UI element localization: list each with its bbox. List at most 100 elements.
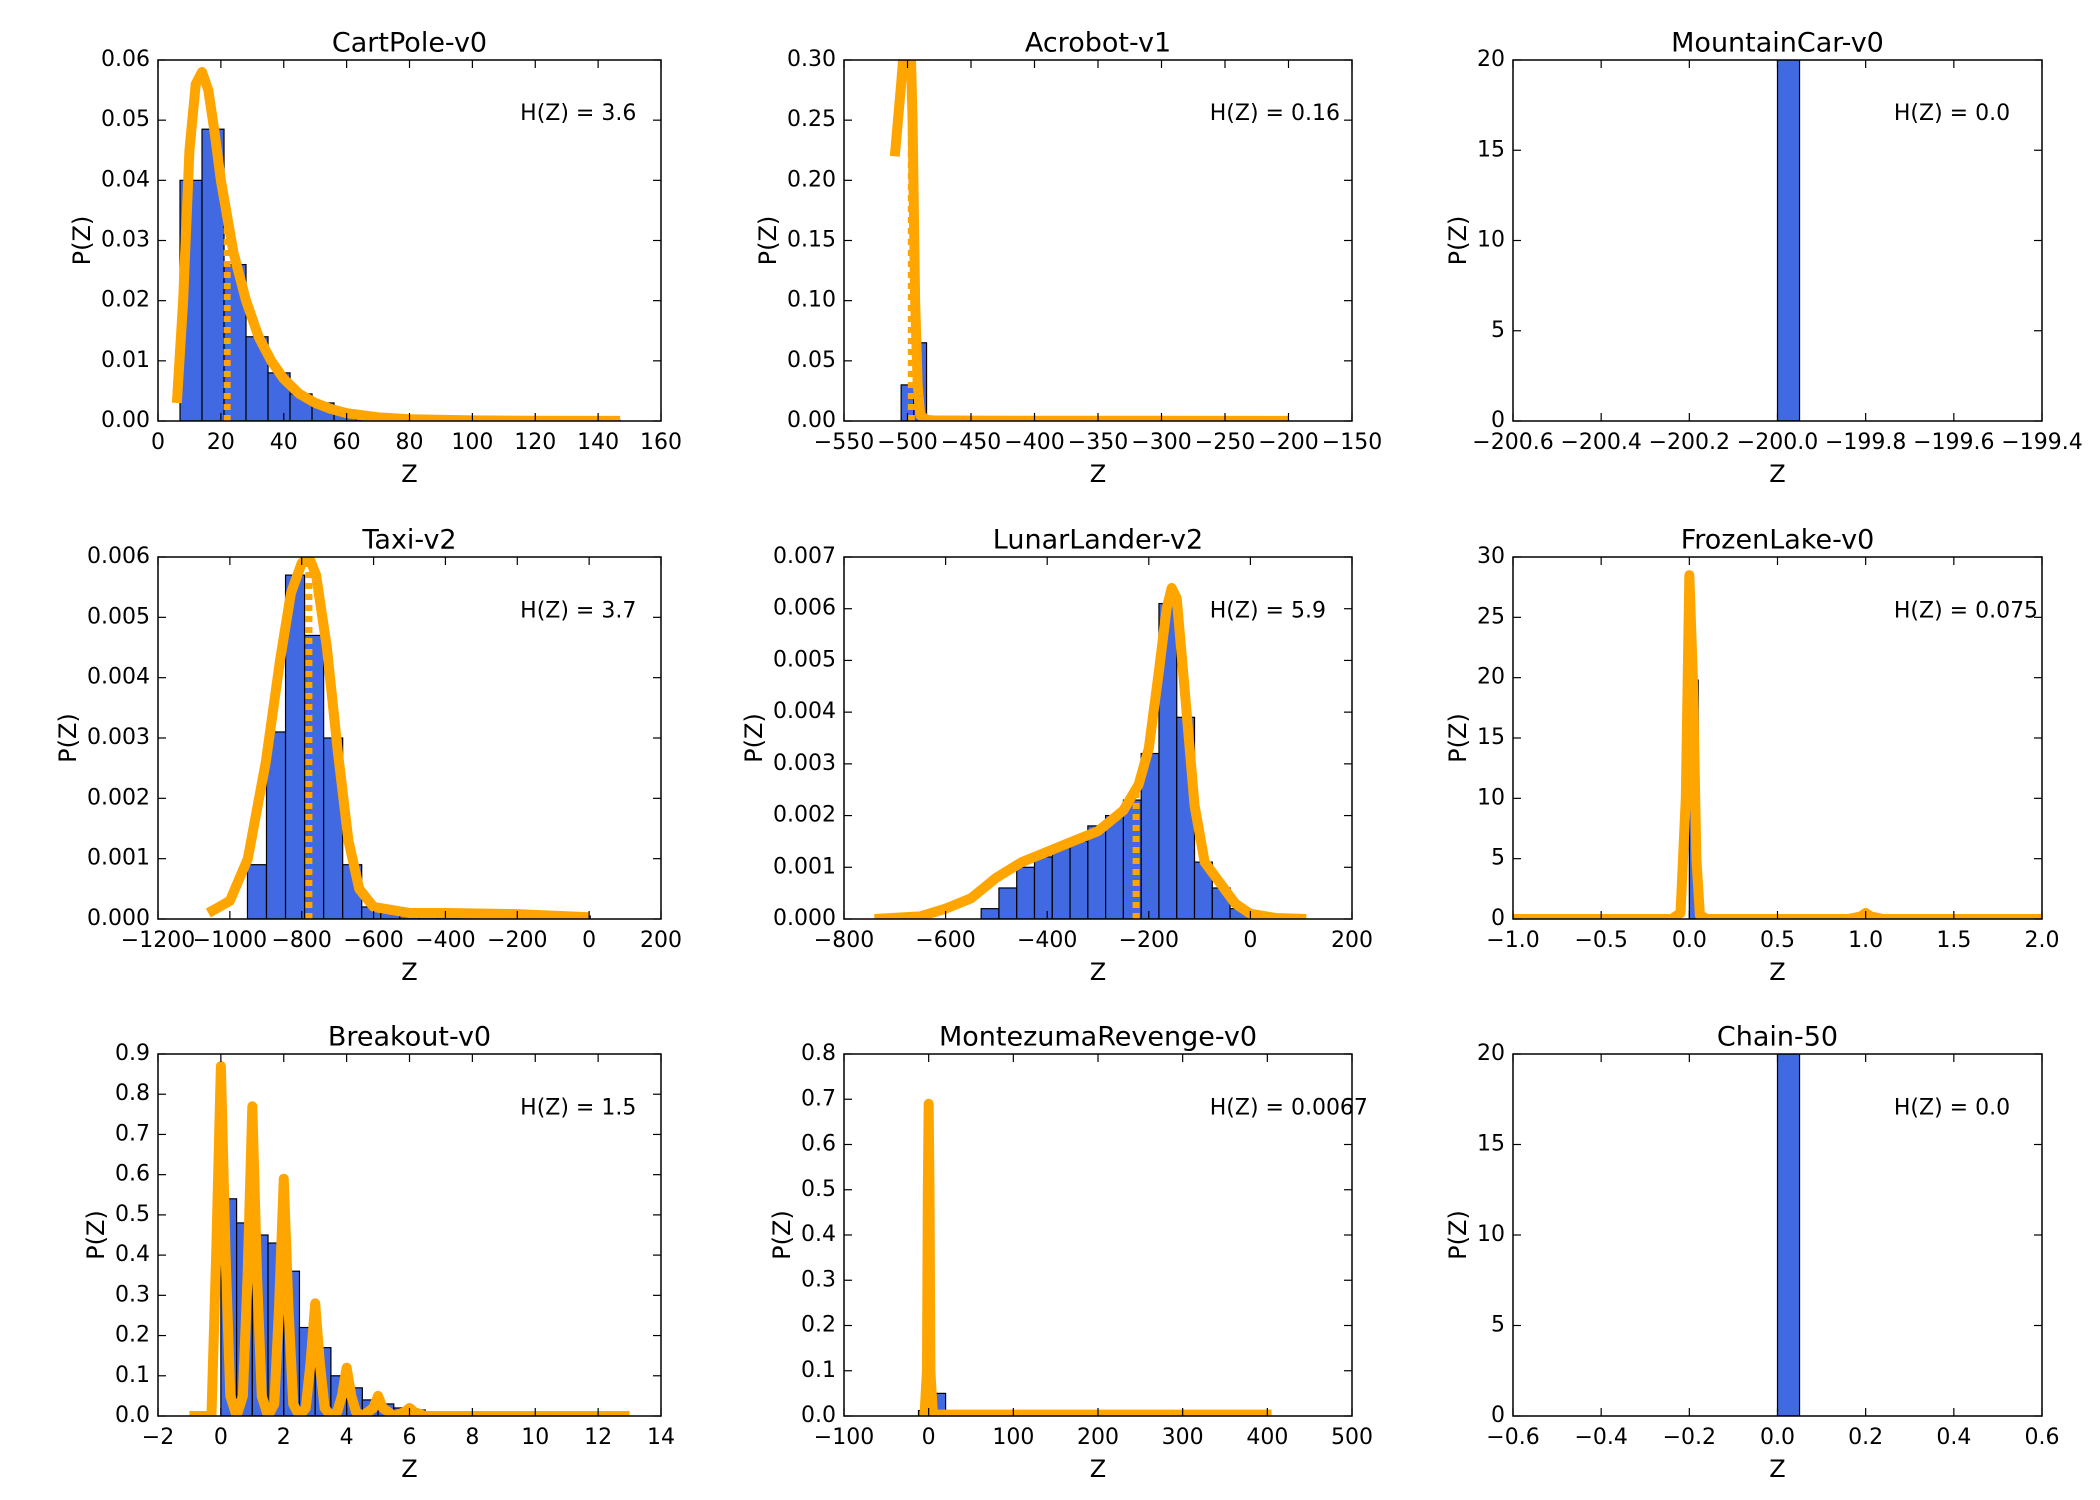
x-tick-label: −400 <box>415 928 475 953</box>
chart-title: CartPole-v0 <box>332 28 487 59</box>
y-tick-label: 0.8 <box>801 1041 836 1066</box>
y-tick-label: 0.6 <box>801 1132 836 1157</box>
y-tick-label: 25 <box>1477 604 1505 629</box>
plot-area <box>917 1098 1272 1416</box>
y-tick-label: 0.0 <box>115 1403 150 1428</box>
bar <box>1776 60 1801 421</box>
x-axis-label: Z <box>1769 1455 1785 1483</box>
y-tick-label: 0.02 <box>101 288 150 313</box>
bar <box>1776 1054 1801 1416</box>
bar <box>246 864 268 919</box>
x-tick-label: −200.0 <box>1737 430 1818 455</box>
y-axis-label: P(Z) <box>1444 713 1472 763</box>
x-tick-label: 1.0 <box>1848 928 1883 953</box>
x-tick-label: 0 <box>151 430 165 455</box>
y-tick-label: 0.9 <box>115 1041 150 1066</box>
y-tick-label: 0 <box>1491 1403 1505 1428</box>
x-tick-label: −350 <box>1068 430 1128 455</box>
y-tick-label: 0.005 <box>87 604 150 629</box>
x-tick-label: 0 <box>582 928 596 953</box>
bar <box>1069 840 1089 919</box>
y-tick-label: 0.000 <box>87 906 150 931</box>
y-tick-label: 0.15 <box>787 228 836 253</box>
plot-area <box>1513 570 2042 919</box>
x-tick-label: 2.0 <box>2025 928 2060 953</box>
x-tick-label: 140 <box>577 430 619 455</box>
kde-curve <box>919 1098 1272 1416</box>
chart-title: MountainCar-v0 <box>1671 28 1884 59</box>
y-tick-label: 0.1 <box>801 1358 836 1383</box>
y-tick-label: 0.04 <box>101 167 150 192</box>
x-tick-label: 20 <box>207 430 235 455</box>
y-tick-label: 20 <box>1477 47 1505 72</box>
y-tick-label: 10 <box>1477 785 1505 810</box>
x-tick-label: 6 <box>403 1425 417 1450</box>
x-tick-label: 40 <box>270 430 298 455</box>
x-tick-label: −400 <box>1017 928 1077 953</box>
x-axis-label: Z <box>401 460 417 488</box>
x-tick-label: −199.8 <box>1825 430 1906 455</box>
x-tick-label: 0.4 <box>1936 1425 1971 1450</box>
y-tick-label: 0.002 <box>773 803 836 828</box>
x-tick-label: 8 <box>465 1425 479 1450</box>
x-tick-label: −550 <box>814 430 874 455</box>
plot-area <box>189 1061 630 1416</box>
x-tick-label: 14 <box>647 1425 675 1450</box>
bar <box>1051 845 1071 919</box>
y-tick-label: 0 <box>1491 408 1505 433</box>
y-tick-label: 0.006 <box>773 596 836 621</box>
x-tick-label: 500 <box>1331 1425 1373 1450</box>
y-tick-label: 0.004 <box>773 699 836 724</box>
y-tick-label: 0.003 <box>87 725 150 750</box>
x-tick-label: 200 <box>1331 928 1373 953</box>
chart-title: MontezumaRevenge-v0 <box>939 1022 1257 1053</box>
x-tick-label: 0.2 <box>1848 1425 1883 1450</box>
y-tick-label: 5 <box>1491 318 1505 343</box>
plot-area <box>1776 60 1801 421</box>
x-tick-label: −500 <box>877 430 937 455</box>
y-tick-label: 0.004 <box>87 665 150 690</box>
x-tick-label: −600 <box>915 928 975 953</box>
y-tick-label: 0.05 <box>787 348 836 373</box>
x-tick-label: 0.0 <box>1672 928 1707 953</box>
x-tick-label: −0.2 <box>1663 1425 1716 1450</box>
y-axis-label: P(Z) <box>82 1210 110 1260</box>
x-tick-label: 2 <box>277 1425 291 1450</box>
x-tick-label: 400 <box>1246 1425 1288 1450</box>
y-tick-label: 0 <box>1491 906 1505 931</box>
x-tick-label: 300 <box>1162 1425 1204 1450</box>
y-tick-label: 0.000 <box>773 906 836 931</box>
y-tick-label: 0.0 <box>801 1403 836 1428</box>
y-tick-label: 10 <box>1477 1222 1505 1247</box>
y-tick-label: 0.10 <box>787 288 836 313</box>
x-tick-label: −0.5 <box>1574 928 1627 953</box>
annotation: H(Z) = 0.0 <box>1894 1095 2010 1120</box>
kde-curve <box>1513 570 2042 919</box>
x-tick-label: 0 <box>1243 928 1257 953</box>
annotation: H(Z) = 0.0 <box>1894 101 2010 126</box>
x-tick-label: −800 <box>814 928 874 953</box>
annotation: H(Z) = 0.16 <box>1210 101 1340 126</box>
y-tick-label: 0.7 <box>801 1086 836 1111</box>
chart-title: Chain-50 <box>1717 1022 1838 1053</box>
axes-frame <box>843 556 1353 920</box>
chart-title: Breakout-v0 <box>328 1022 491 1053</box>
y-tick-label: 0.3 <box>801 1267 836 1292</box>
chart-title: Taxi-v2 <box>361 525 456 556</box>
y-tick-label: 0.25 <box>787 107 836 132</box>
x-tick-label: 0 <box>922 1425 936 1450</box>
chart-title: LunarLander-v2 <box>993 525 1203 556</box>
bar <box>1016 866 1036 919</box>
x-tick-label: 100 <box>451 430 493 455</box>
x-tick-label: −400 <box>1004 430 1064 455</box>
plot-area <box>205 557 591 919</box>
x-tick-label: 160 <box>640 430 682 455</box>
bar <box>1033 856 1053 919</box>
y-tick-label: 0.5 <box>801 1177 836 1202</box>
y-tick-label: 0.002 <box>87 785 150 810</box>
annotation: H(Z) = 0.075 <box>1894 598 2038 623</box>
y-tick-label: 0.4 <box>115 1242 150 1267</box>
y-tick-label: 15 <box>1477 137 1505 162</box>
